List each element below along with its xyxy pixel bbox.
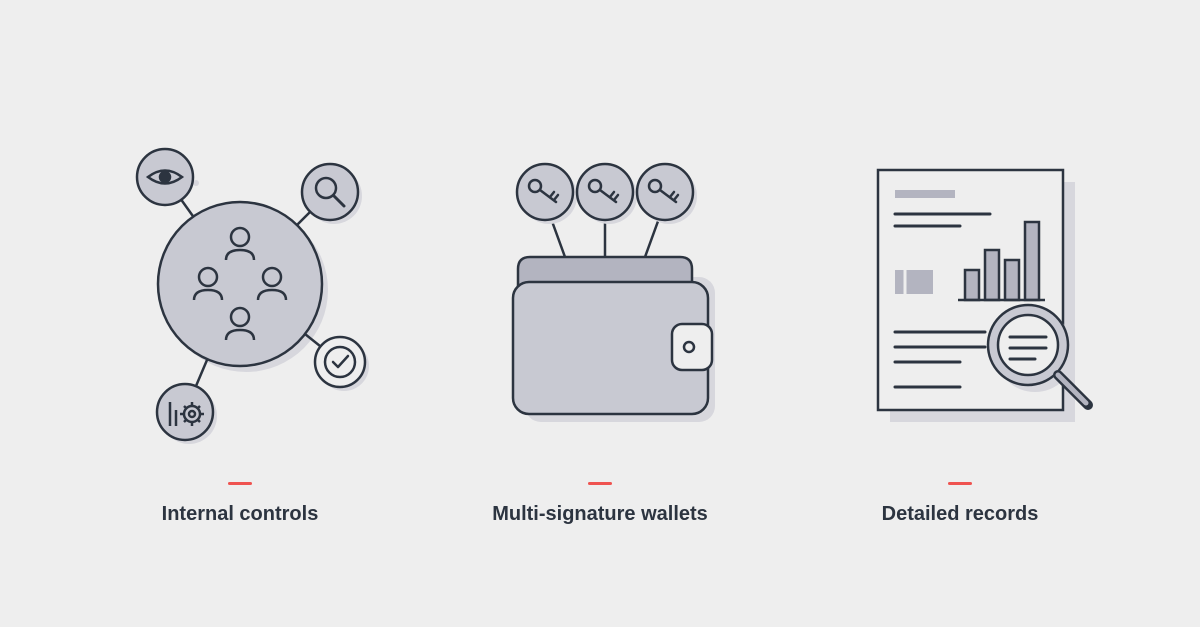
accent-dash bbox=[588, 482, 612, 485]
feature-detailed-records: Detailed records bbox=[790, 102, 1130, 526]
internal-controls-icon bbox=[90, 102, 390, 462]
accent-dash bbox=[228, 482, 252, 485]
feature-label: Multi-signature wallets bbox=[492, 503, 708, 526]
feature-internal-controls: Internal controls bbox=[70, 102, 410, 526]
feature-label: Detailed records bbox=[882, 503, 1039, 526]
records-icon bbox=[810, 102, 1110, 462]
feature-multi-signature-wallets: Multi-signature wallets bbox=[430, 102, 770, 526]
accent-dash bbox=[948, 482, 972, 485]
wallet-icon bbox=[450, 102, 750, 462]
infographic-container: Internal controls bbox=[0, 102, 1200, 526]
feature-label: Internal controls bbox=[162, 503, 319, 526]
